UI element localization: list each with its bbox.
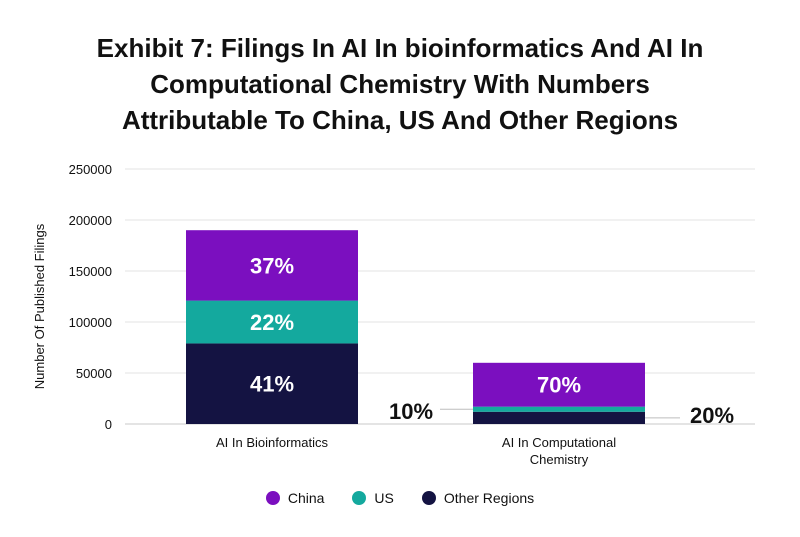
data-label: 70% <box>537 373 581 398</box>
legend: China US Other Regions <box>0 490 800 506</box>
bar-segment-other <box>186 343 358 424</box>
legend-item-other-regions: Other Regions <box>421 490 535 506</box>
legend-swatch-china <box>265 491 280 505</box>
y-tick-label: 200000 <box>69 213 112 228</box>
x-tick-label: Chemistry <box>530 452 589 467</box>
chart-title-line: Computational Chemistry With Numbers <box>150 69 650 99</box>
y-axis-label: Number Of Published Filings <box>32 223 47 389</box>
data-label: 20% <box>690 403 734 428</box>
y-tick-label: 50000 <box>76 366 112 381</box>
y-tick-label: 150000 <box>69 264 112 279</box>
data-label: 41% <box>250 372 294 397</box>
y-tick-label: 100000 <box>69 315 112 330</box>
legend-label: Other Regions <box>443 490 535 506</box>
x-tick-label: AI In Computational <box>502 435 616 450</box>
data-label: 22% <box>250 310 294 335</box>
bar-segment-china <box>186 230 358 301</box>
legend-swatch-other-regions <box>421 491 436 505</box>
y-tick-label: 250000 <box>69 162 112 177</box>
legend-label: US <box>374 490 394 506</box>
chart-title-line: Attributable To China, US And Other Regi… <box>121 105 679 135</box>
bar-segment-us <box>186 300 358 344</box>
y-tick-label: 0 <box>105 417 112 432</box>
bar-segment-china <box>473 362 645 407</box>
data-label: 37% <box>250 253 294 278</box>
chart-title-line: Exhibit 7: Filings In AI In bioinformati… <box>96 33 704 63</box>
bar-segment-us <box>473 406 645 412</box>
legend-label: China <box>287 490 325 506</box>
bar-segment-other <box>473 411 645 424</box>
legend-item-us: US <box>352 490 394 506</box>
x-tick-label: AI In Bioinformatics <box>216 435 328 450</box>
legend-swatch-us <box>352 491 367 505</box>
legend-item-china: China <box>265 490 325 506</box>
chart-title: Exhibit 7: Filings In AI In bioinformati… <box>0 30 800 138</box>
data-label: 10% <box>389 399 433 424</box>
